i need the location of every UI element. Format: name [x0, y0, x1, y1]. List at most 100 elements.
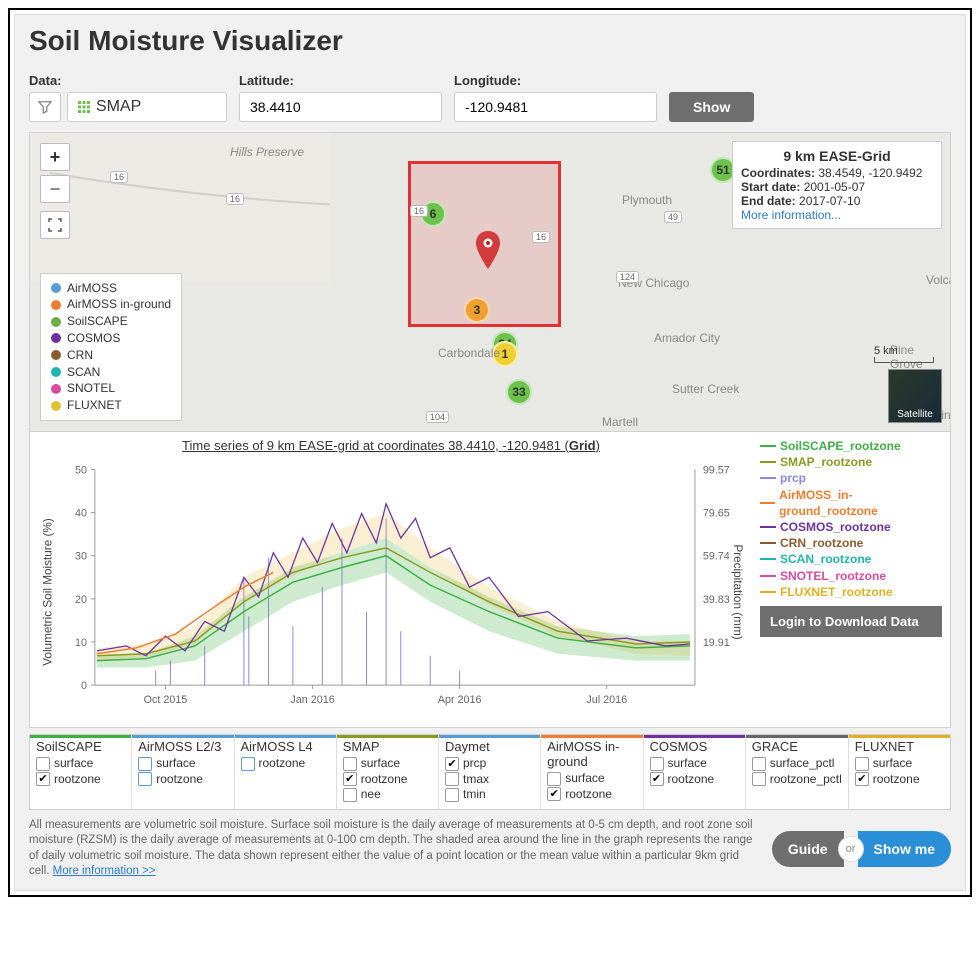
svg-text:Apr 2016: Apr 2016 — [438, 694, 482, 706]
data-select[interactable]: SMAP — [67, 92, 227, 122]
series-swatch — [760, 461, 776, 463]
svg-text:Jul 2016: Jul 2016 — [586, 694, 627, 706]
legend-dot — [51, 317, 61, 327]
fullscreen-button[interactable] — [40, 211, 70, 239]
checkbox-label: nee — [361, 787, 381, 803]
series-label[interactable]: SMAP_rootzone — [780, 454, 872, 470]
lat-label: Latitude: — [239, 73, 442, 88]
legend-dot — [51, 401, 61, 411]
checkbox-label: rootzone_pctl — [770, 772, 842, 788]
checkbox-label: rootzone — [873, 772, 920, 788]
showme-button[interactable]: Show me — [858, 831, 951, 867]
checkbox[interactable] — [343, 772, 357, 786]
svg-text:40: 40 — [75, 507, 87, 519]
info-start: 2001-05-07 — [804, 180, 865, 194]
svg-text:Oct 2015: Oct 2015 — [144, 694, 188, 706]
longitude-input[interactable] — [454, 92, 657, 122]
info-title: 9 km EASE-Grid — [741, 148, 933, 164]
layer-panel: SMAPsurfacerootzonenee — [337, 735, 439, 809]
zoom-in-button[interactable]: + — [40, 143, 70, 171]
fullscreen-icon — [48, 218, 62, 232]
data-value: SMAP — [96, 98, 141, 116]
map-legend: AirMOSSAirMOSS in-groundSoilSCAPECOSMOSC… — [40, 273, 182, 421]
legend-label: SNOTEL — [67, 380, 115, 397]
satellite-toggle[interactable]: Satellite — [888, 369, 942, 423]
checkbox[interactable] — [36, 772, 50, 786]
series-label[interactable]: COSMOS_rootzone — [780, 519, 891, 535]
legend-label: SoilSCAPE — [67, 313, 128, 330]
series-label[interactable]: SCAN_rootzone — [780, 551, 871, 567]
svg-text:79.65: 79.65 — [703, 507, 730, 519]
checkbox-label: surface — [565, 771, 604, 787]
svg-text:Volumetric Soil Moisture (%): Volumetric Soil Moisture (%) — [42, 518, 55, 666]
legend-dot — [51, 283, 61, 293]
zoom-out-button[interactable]: − — [40, 175, 70, 203]
checkbox[interactable] — [752, 757, 766, 771]
map-cluster[interactable]: 33 — [506, 379, 532, 405]
latitude-input[interactable] — [239, 92, 442, 122]
checkbox[interactable] — [752, 772, 766, 786]
series-label[interactable]: CRN_rootzone — [780, 535, 863, 551]
checkbox-label: surface — [361, 756, 400, 772]
checkbox[interactable] — [650, 757, 664, 771]
series-label[interactable]: AirMOSS_in-ground_rootzone — [779, 487, 942, 519]
series-label[interactable]: prcp — [780, 470, 806, 486]
checkbox[interactable] — [855, 772, 869, 786]
svg-text:19.91: 19.91 — [703, 637, 730, 649]
map-place-label: Plymouth — [622, 193, 672, 207]
map[interactable]: + − 516324133 Hills PreservePlymouthNew … — [29, 132, 951, 432]
legend-dot — [51, 333, 61, 343]
login-download-button[interactable]: Login to Download Data — [760, 606, 942, 637]
checkbox[interactable] — [241, 757, 255, 771]
panel-name: AirMOSS L4 — [241, 739, 330, 754]
checkbox[interactable] — [547, 787, 561, 801]
show-button[interactable]: Show — [669, 92, 754, 122]
checkbox[interactable] — [547, 772, 561, 786]
funnel-icon — [38, 100, 52, 114]
info-start-label: Start date: — [741, 180, 800, 194]
checkbox[interactable] — [343, 788, 357, 802]
svg-text:50: 50 — [75, 464, 87, 476]
checkbox-label: prcp — [463, 756, 486, 772]
series-swatch — [760, 558, 776, 560]
map-pin-icon — [474, 231, 502, 271]
legend-dot — [51, 300, 61, 310]
guide-button[interactable]: Guide — [772, 831, 844, 867]
series-label[interactable]: SNOTEL_rootzone — [780, 568, 886, 584]
route-badge: 16 — [110, 171, 128, 183]
checkbox[interactable] — [445, 788, 459, 802]
series-swatch — [760, 502, 775, 504]
layer-panel: GRACEsurface_pctlrootzone_pctl — [746, 735, 849, 809]
legend-label: SCAN — [67, 364, 100, 381]
panel-name: SoilSCAPE — [36, 739, 125, 754]
checkbox[interactable] — [445, 757, 459, 771]
checkbox-label: rootzone — [361, 772, 408, 788]
checkbox[interactable] — [138, 772, 152, 786]
legend-label: AirMOSS in-ground — [67, 296, 171, 313]
series-label[interactable]: SoilSCAPE_rootzone — [780, 438, 901, 454]
series-swatch — [760, 526, 776, 528]
footer-more-link[interactable]: More information >> — [53, 865, 156, 877]
checkbox[interactable] — [855, 757, 869, 771]
checkbox[interactable] — [445, 772, 459, 786]
checkbox-label: tmax — [463, 772, 489, 788]
map-cluster[interactable]: 3 — [464, 297, 490, 323]
info-more-link[interactable]: More information... — [741, 208, 933, 222]
svg-text:39.83: 39.83 — [703, 594, 730, 606]
checkbox[interactable] — [650, 772, 664, 786]
layer-panel: AirMOSS in-groundsurfacerootzone — [541, 735, 643, 809]
footer-text: All measurements are volumetric soil moi… — [29, 818, 762, 880]
chart[interactable]: Volumetric Soil Moisture (%) Precipitati… — [38, 457, 744, 727]
checkbox[interactable] — [343, 757, 357, 771]
legend-label: FLUXNET — [67, 397, 122, 414]
checkbox-label: rootzone — [259, 756, 306, 772]
map-place-label: Carbondale — [438, 346, 500, 360]
map-place-label: Martell — [602, 415, 638, 429]
filter-button[interactable] — [29, 92, 61, 122]
series-label[interactable]: FLUXNET_rootzone — [780, 584, 893, 600]
svg-text:20: 20 — [75, 594, 87, 606]
series-swatch — [760, 445, 776, 447]
checkbox[interactable] — [138, 757, 152, 771]
map-place-label: Hills Preserve — [230, 145, 304, 159]
checkbox[interactable] — [36, 757, 50, 771]
